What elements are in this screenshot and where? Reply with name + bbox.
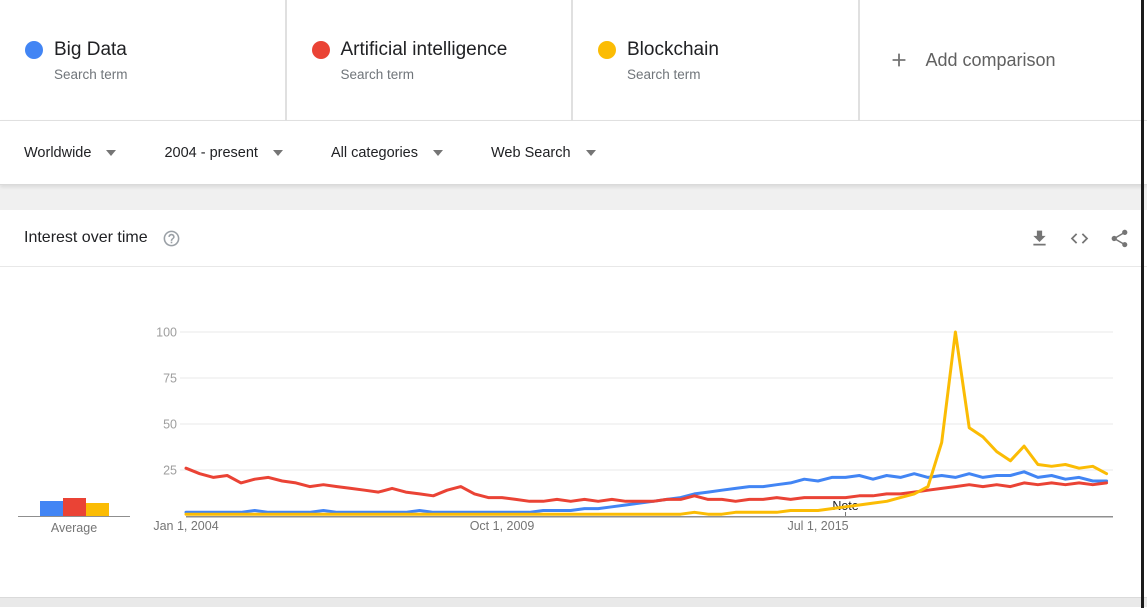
term-color-dot bbox=[311, 41, 330, 59]
x-axis-label: Jan 1, 2004 bbox=[153, 519, 218, 533]
download-button[interactable] bbox=[1027, 226, 1051, 250]
panel-header-left: Interest over time bbox=[24, 229, 181, 248]
download-icon bbox=[1032, 230, 1046, 245]
filter-time-range-value: 2004 - present bbox=[164, 144, 258, 161]
filter-category[interactable]: All categories bbox=[331, 145, 443, 161]
term-text: Artificial intelligence Search term bbox=[341, 38, 508, 82]
filter-bar: Worldwide 2004 - present All categories … bbox=[0, 121, 1147, 185]
x-axis-label: Jul 1, 2015 bbox=[787, 519, 848, 533]
y-tick-label-50: 50 bbox=[163, 418, 177, 432]
y-tick-label-75: 75 bbox=[163, 372, 177, 386]
chevron-down-icon bbox=[585, 149, 596, 156]
average-legend-label: Average bbox=[50, 521, 98, 535]
term-text: Big Data Search term bbox=[54, 38, 128, 82]
term-title: Artificial intelligence bbox=[340, 39, 508, 60]
filter-region[interactable]: Worldwide bbox=[24, 144, 117, 161]
term-subtitle: Search term bbox=[340, 67, 415, 82]
term-card-blockchain[interactable]: Blockchain Search term bbox=[573, 0, 858, 121]
average-bar-big-data bbox=[39, 501, 63, 516]
section-divider-band bbox=[0, 185, 1147, 210]
series-line-big-data bbox=[184, 470, 1109, 514]
term-text: Blockchain Search term bbox=[627, 38, 719, 82]
filter-category-value: All categories bbox=[330, 144, 418, 161]
trend-line-chart[interactable]: 25 50 75 100 Jan 1, 2004 Oct 1, 2009 Jul 1, 20… bbox=[0, 267, 1147, 597]
panel-title: Interest over time bbox=[24, 229, 148, 246]
interest-over-time-panel: Interest over time 25 50 75 100 Jan 1, 2004 O… bbox=[0, 210, 1147, 597]
chevron-down-icon bbox=[106, 149, 117, 156]
chevron-down-icon bbox=[272, 149, 283, 156]
add-comparison-button[interactable]: Add comparison bbox=[859, 0, 1147, 121]
term-color-dot bbox=[598, 41, 616, 59]
share-button[interactable] bbox=[1107, 226, 1131, 250]
bottom-divider-band bbox=[0, 597, 1147, 607]
average-legend bbox=[18, 267, 130, 517]
share-icon bbox=[1111, 229, 1127, 247]
x-axis-label: Oct 1, 2009 bbox=[470, 519, 535, 533]
y-tick-label-25: 25 bbox=[163, 464, 177, 478]
term-cards-row: Big Data Search term Artificial intellig… bbox=[0, 0, 1147, 121]
term-subtitle: Search term bbox=[54, 67, 128, 82]
window-scrollbar[interactable] bbox=[1141, 0, 1144, 608]
term-card-artificial-intelligence[interactable]: Artificial intelligence Search term bbox=[286, 0, 571, 121]
embed-button[interactable] bbox=[1067, 226, 1091, 250]
filter-region-value: Worldwide bbox=[24, 144, 92, 161]
panel-header: Interest over time bbox=[0, 210, 1147, 267]
term-title: Blockchain bbox=[627, 39, 719, 60]
add-comparison-label: Add comparison bbox=[925, 49, 1056, 70]
plus-icon bbox=[892, 53, 905, 67]
filter-search-type-value: Web Search bbox=[491, 144, 571, 161]
chart-region: 25 50 75 100 Jan 1, 2004 Oct 1, 2009 Jul 1, 20… bbox=[0, 267, 1147, 597]
series-line-blockchain bbox=[184, 330, 1109, 516]
filter-time-range[interactable]: 2004 - present bbox=[164, 145, 283, 161]
panel-actions bbox=[1027, 226, 1131, 250]
term-card-big-data[interactable]: Big Data Search term bbox=[0, 0, 285, 121]
series-line-artificial-intelligence bbox=[184, 466, 1109, 503]
help-icon[interactable] bbox=[162, 229, 181, 248]
average-bar-artificial-intelligence bbox=[62, 497, 86, 516]
term-subtitle: Search term bbox=[627, 67, 701, 82]
average-bar-blockchain bbox=[85, 503, 109, 516]
filter-search-type[interactable]: Web Search bbox=[491, 145, 596, 161]
term-color-dot bbox=[25, 41, 43, 59]
y-tick-label-100: 100 bbox=[156, 326, 177, 340]
embed-code-icon bbox=[1070, 232, 1088, 244]
chevron-down-icon bbox=[433, 149, 443, 156]
term-title: Big Data bbox=[54, 39, 127, 60]
